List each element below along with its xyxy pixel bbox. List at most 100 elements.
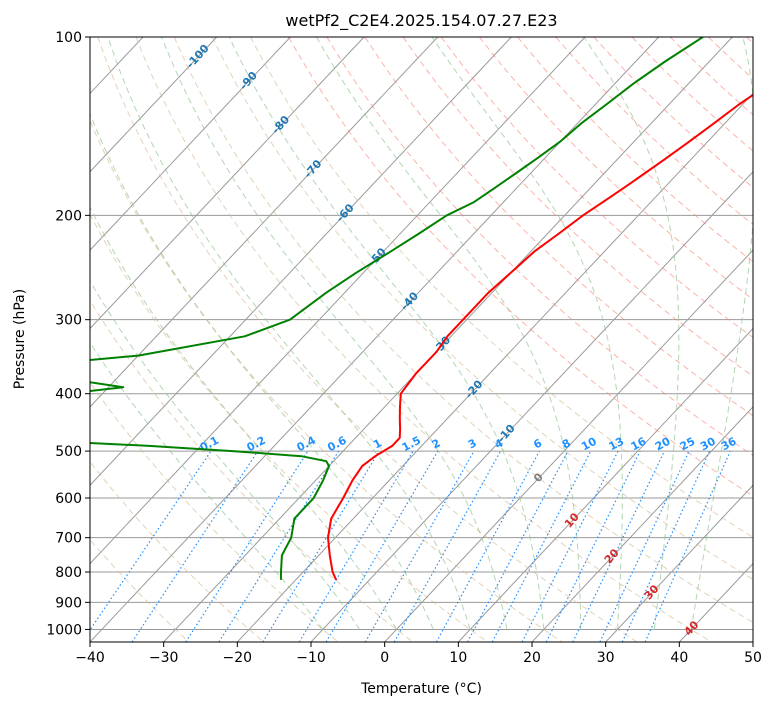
dry-adiabat-line <box>593 37 753 189</box>
plot-frame <box>89 36 754 643</box>
mixing-ratio-label: 2 <box>430 436 443 451</box>
mixing-ratio-line <box>90 450 212 631</box>
dry-adiabat-line <box>364 37 753 417</box>
x-axis: −40 −30 −20 −10 0 10 20 30 40 50 <box>75 642 762 666</box>
mixing-ratio-line <box>364 450 475 642</box>
moist-adiabat-line <box>161 37 508 630</box>
dry-adiabat-line <box>90 299 414 642</box>
mixing-ratio-line <box>435 450 540 642</box>
y-tick-label: 200 <box>55 208 82 224</box>
isotherm-line <box>236 92 753 642</box>
mixing-ratio-line <box>218 450 340 642</box>
mixing-ratio-label: 30 <box>698 435 718 454</box>
moist-adiabat-line <box>316 37 582 630</box>
mixing-ratio-line <box>393 450 502 642</box>
mixing-ratio-label: 36 <box>719 434 739 453</box>
dry-adiabat-line <box>90 213 488 642</box>
y-tick-label: 800 <box>55 565 82 581</box>
dry-adiabats <box>90 37 753 642</box>
isotherm-line <box>0 37 69 642</box>
y-axis-label: Pressure (hPa) <box>12 289 28 389</box>
dry-adiabat-line <box>90 381 339 642</box>
x-tick-label: 30 <box>597 650 615 666</box>
isotherm-line <box>90 37 586 565</box>
series-lines <box>90 37 753 581</box>
moist-adiabat-line <box>90 280 361 630</box>
isotherm-line <box>90 37 439 408</box>
isotherm-line <box>163 37 733 642</box>
mixing-ratio-line <box>325 450 439 642</box>
mixing-ratio-label: 25 <box>678 435 698 454</box>
isotherm-line <box>90 37 291 251</box>
y-tick-label: 300 <box>55 313 82 329</box>
x-tick-label: 10 <box>449 650 467 666</box>
moist-adiabat-line <box>107 37 471 630</box>
dry-adiabat-line <box>440 37 753 339</box>
isotherm-line <box>310 171 753 642</box>
x-tick-label: −30 <box>149 650 179 666</box>
x-axis-label: Temperature (°C) <box>360 681 482 697</box>
mixing-ratio-line <box>599 450 690 642</box>
mixing-ratio-line <box>131 450 259 642</box>
mixing-ratio-line <box>298 450 414 642</box>
dry-adiabat-line <box>211 37 753 581</box>
mixing-ratio-label: 16 <box>629 435 649 454</box>
mixing-ratio-label: 10 <box>579 435 599 454</box>
mixing-ratio-label: 20 <box>653 435 673 454</box>
mixing-ratio-line <box>466 450 569 642</box>
dry-adiabat-line <box>669 37 753 116</box>
y-tick-label: 600 <box>55 491 82 507</box>
dry-adiabat-line <box>708 37 753 80</box>
y-tick-label: 400 <box>55 387 82 403</box>
y-tick-label: 900 <box>55 595 82 611</box>
grid <box>0 37 753 642</box>
dry-adiabat-line <box>479 37 753 300</box>
dry-adiabat-line <box>90 539 190 642</box>
moist-adiabats <box>90 37 753 630</box>
mixing-ratio-line <box>621 450 711 642</box>
dry-adiabat-line <box>631 37 753 152</box>
isotherm-line <box>90 37 365 330</box>
moist-adiabat-line <box>90 341 324 630</box>
x-tick-label: −40 <box>75 650 105 666</box>
isotherm-line <box>678 562 753 642</box>
isotherm-line <box>531 406 753 642</box>
dry-adiabat-line <box>135 37 712 642</box>
mixing-ratio-lines <box>90 450 731 642</box>
plot-area: -100-90-80-70-60-50-40-30-20-10010203040… <box>0 37 753 642</box>
dry-adiabat-line <box>90 461 264 642</box>
moist-adiabat-line <box>690 37 753 630</box>
x-tick-label: 20 <box>523 650 541 666</box>
isotherm-line <box>752 641 753 642</box>
x-tick-label: −20 <box>223 650 253 666</box>
dry-adiabat-line <box>173 37 753 624</box>
dry-adiabat-line <box>402 37 753 377</box>
moist-adiabat-line <box>228 37 545 630</box>
mixing-ratio-label: 6 <box>531 436 544 451</box>
moist-adiabat-line <box>90 112 434 630</box>
mixing-ratio-line <box>644 450 731 642</box>
x-tick-label: −10 <box>296 650 326 666</box>
isotherm-line <box>384 249 753 642</box>
dry-adiabat-line <box>746 37 753 44</box>
mixing-ratio-line <box>262 450 380 642</box>
moist-adiabat-line <box>583 37 680 630</box>
moist-adiabat-line <box>431 37 623 630</box>
chart-title: wetPf2_C2E4.2025.154.07.27.E23 <box>285 11 557 31</box>
x-tick-label: 40 <box>670 650 688 666</box>
mixing-ratio-line <box>572 450 665 642</box>
isotherm-line <box>90 37 218 173</box>
isotherm-line <box>457 327 753 642</box>
y-tick-label: 1000 <box>46 622 82 638</box>
mixing-ratio-label: 3 <box>466 436 479 451</box>
dewpoint-profile-line <box>90 37 704 580</box>
mixing-ratio-label: 13 <box>607 435 627 454</box>
x-tick-label: 50 <box>744 650 762 666</box>
isotherm-line <box>605 484 753 642</box>
y-axis: 100 200 300 400 500 600 700 800 900 1000 <box>46 30 90 638</box>
dry-adiabat-line <box>97 37 638 642</box>
mixing-ratio-line <box>545 450 641 642</box>
y-tick-label: 500 <box>55 444 82 460</box>
